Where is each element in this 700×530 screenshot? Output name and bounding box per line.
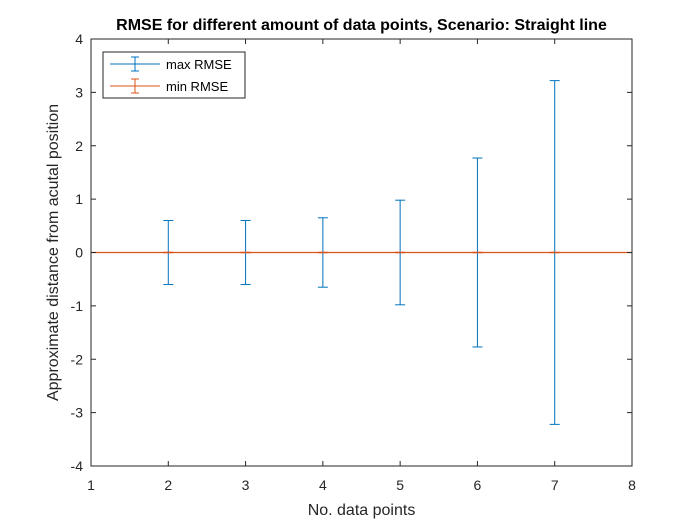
legend-entries: max RMSE min RMSE [110, 56, 232, 94]
series-layer [91, 80, 632, 425]
x-axis-label: No. data points [308, 502, 416, 519]
x-tick-label: 2 [164, 477, 172, 493]
legend-label: max RMSE [166, 57, 232, 72]
y-tick-label: 3 [75, 84, 83, 100]
y-tick-label: -4 [71, 458, 84, 474]
y-tick-label: 2 [75, 138, 83, 154]
legend-box [102, 51, 246, 99]
x-tick-label: 8 [628, 477, 636, 493]
y-tick-label: 1 [75, 191, 83, 207]
chart-title: RMSE for different amount of data points… [116, 17, 607, 34]
x-tick-label: 1 [87, 477, 95, 493]
x-tick-label: 4 [319, 477, 327, 493]
ticks-layer: 1 2 3 4 5 6 7 8 4 3 2 1 0 -1 -2 -3 -4 [71, 31, 637, 493]
y-axis-label: Approximate distance from acutal positio… [45, 104, 62, 401]
y-tick-label: -2 [71, 351, 84, 367]
x-tick-label: 7 [551, 477, 559, 493]
legend-label: min RMSE [166, 79, 228, 94]
x-tick-label: 5 [396, 477, 404, 493]
y-tick-label: -3 [71, 405, 84, 421]
legend: max RMSE min RMSE [102, 51, 246, 99]
y-tick-label: -1 [71, 298, 84, 314]
x-tick-label: 3 [242, 477, 250, 493]
x-tick-label: 6 [474, 477, 482, 493]
y-tick-label: 4 [75, 31, 83, 47]
y-tick-label: 0 [75, 245, 83, 261]
